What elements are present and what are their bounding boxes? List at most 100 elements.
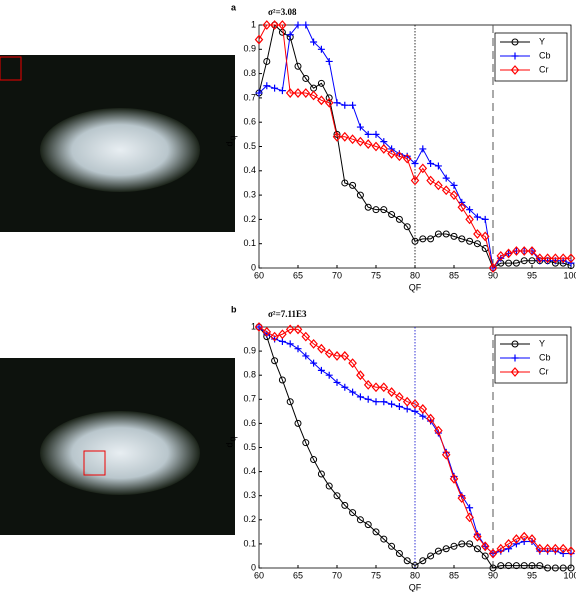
data-point bbox=[333, 99, 341, 107]
data-point bbox=[411, 562, 419, 570]
data-point bbox=[254, 322, 264, 332]
data-point bbox=[519, 246, 529, 256]
data-point bbox=[325, 94, 333, 102]
x-tick-label: 80 bbox=[410, 270, 420, 280]
data-point bbox=[388, 211, 396, 219]
y-tick-label: 0.3 bbox=[243, 189, 256, 199]
data-point bbox=[278, 87, 286, 95]
data-point bbox=[520, 562, 528, 570]
data-point bbox=[543, 253, 552, 264]
legend-marker bbox=[511, 38, 519, 46]
x-tick-label: 75 bbox=[371, 570, 381, 580]
data-point bbox=[527, 534, 537, 544]
legend-label: Cb bbox=[539, 50, 551, 60]
data-point bbox=[341, 179, 349, 187]
data-point bbox=[496, 250, 506, 261]
chart: 0 0.1 0.2 0.3 0.4 0.5 0.6 0.7 0.8 0.9 1 60 65 70 75 80 8… bbox=[224, 304, 576, 592]
data-point bbox=[294, 419, 302, 427]
chart: 0 0.1 0.2 0.3 0.4 0.5 0.6 0.7 0.8 0.9 1 60 65 70 75 80 8… bbox=[224, 2, 576, 292]
data-point bbox=[473, 545, 481, 553]
data-point bbox=[466, 206, 474, 214]
data-point bbox=[270, 331, 279, 342]
y-tick-label: 0.6 bbox=[243, 418, 256, 428]
chart-title: σ²=3.08 bbox=[268, 7, 297, 17]
data-point bbox=[427, 552, 435, 560]
data-point bbox=[349, 101, 357, 109]
data-point bbox=[349, 181, 357, 189]
data-point bbox=[441, 185, 451, 196]
data-point bbox=[380, 138, 388, 146]
legend-label: Cb bbox=[539, 352, 551, 362]
data-point bbox=[504, 538, 513, 549]
panel-label: a bbox=[231, 2, 237, 12]
y-tick-label: 0.2 bbox=[243, 514, 256, 524]
data-point bbox=[434, 425, 443, 436]
data-point bbox=[442, 230, 450, 238]
data-point bbox=[364, 203, 372, 211]
data-point bbox=[457, 202, 467, 213]
data-point bbox=[371, 141, 381, 152]
data-point bbox=[278, 376, 286, 384]
y-tick-label: 0.4 bbox=[243, 466, 256, 476]
data-point bbox=[403, 557, 411, 565]
data-point bbox=[356, 516, 364, 524]
data-point bbox=[270, 20, 279, 30]
data-point bbox=[364, 130, 372, 138]
y-tick-label: 0.7 bbox=[243, 394, 256, 404]
chart-title: σ²=7.11E3 bbox=[268, 309, 307, 319]
panel-label: b bbox=[231, 304, 237, 314]
data-point bbox=[263, 82, 271, 90]
data-point bbox=[434, 180, 443, 191]
data-point bbox=[411, 237, 419, 245]
data-point bbox=[262, 326, 272, 337]
data-point bbox=[356, 191, 364, 199]
data-point bbox=[271, 84, 279, 92]
data-point bbox=[356, 123, 364, 131]
legend-marker bbox=[511, 52, 519, 60]
data-point bbox=[302, 74, 310, 82]
data-point bbox=[317, 366, 325, 374]
data-point bbox=[551, 253, 560, 264]
data-point bbox=[535, 543, 545, 554]
data-point bbox=[505, 259, 513, 267]
data-point bbox=[379, 382, 389, 393]
legend-label: Y bbox=[539, 338, 545, 348]
x-tick-label: 65 bbox=[293, 570, 303, 580]
y-tick-label: 0.9 bbox=[243, 44, 256, 54]
data-point bbox=[301, 331, 311, 342]
data-point bbox=[317, 79, 325, 87]
y-tick-label: 0.7 bbox=[243, 92, 256, 102]
data-point bbox=[411, 160, 419, 168]
data-point bbox=[566, 253, 576, 264]
legend-box bbox=[494, 32, 568, 82]
data-point bbox=[340, 131, 350, 142]
data-point bbox=[442, 545, 450, 553]
data-point bbox=[466, 540, 474, 548]
data-point bbox=[380, 398, 388, 406]
data-point bbox=[372, 206, 380, 214]
data-point bbox=[558, 253, 568, 264]
data-point bbox=[566, 546, 576, 557]
data-point bbox=[294, 62, 302, 70]
data-point bbox=[294, 21, 302, 29]
data-point bbox=[364, 521, 372, 529]
y-tick-label: 0.3 bbox=[243, 490, 256, 500]
data-point bbox=[551, 543, 560, 554]
data-point bbox=[332, 351, 342, 361]
data-point bbox=[520, 257, 528, 265]
data-point bbox=[473, 229, 482, 239]
data-point bbox=[410, 175, 420, 186]
data-point bbox=[388, 542, 396, 550]
data-point bbox=[519, 531, 529, 542]
data-point bbox=[387, 387, 396, 397]
data-point bbox=[310, 456, 318, 464]
data-point bbox=[278, 329, 287, 340]
photo-b bbox=[0, 358, 235, 535]
data-point bbox=[302, 439, 310, 447]
data-point bbox=[341, 383, 349, 391]
data-point bbox=[333, 492, 341, 500]
data-point bbox=[302, 352, 310, 360]
data-point bbox=[324, 97, 334, 108]
data-point bbox=[325, 57, 333, 65]
